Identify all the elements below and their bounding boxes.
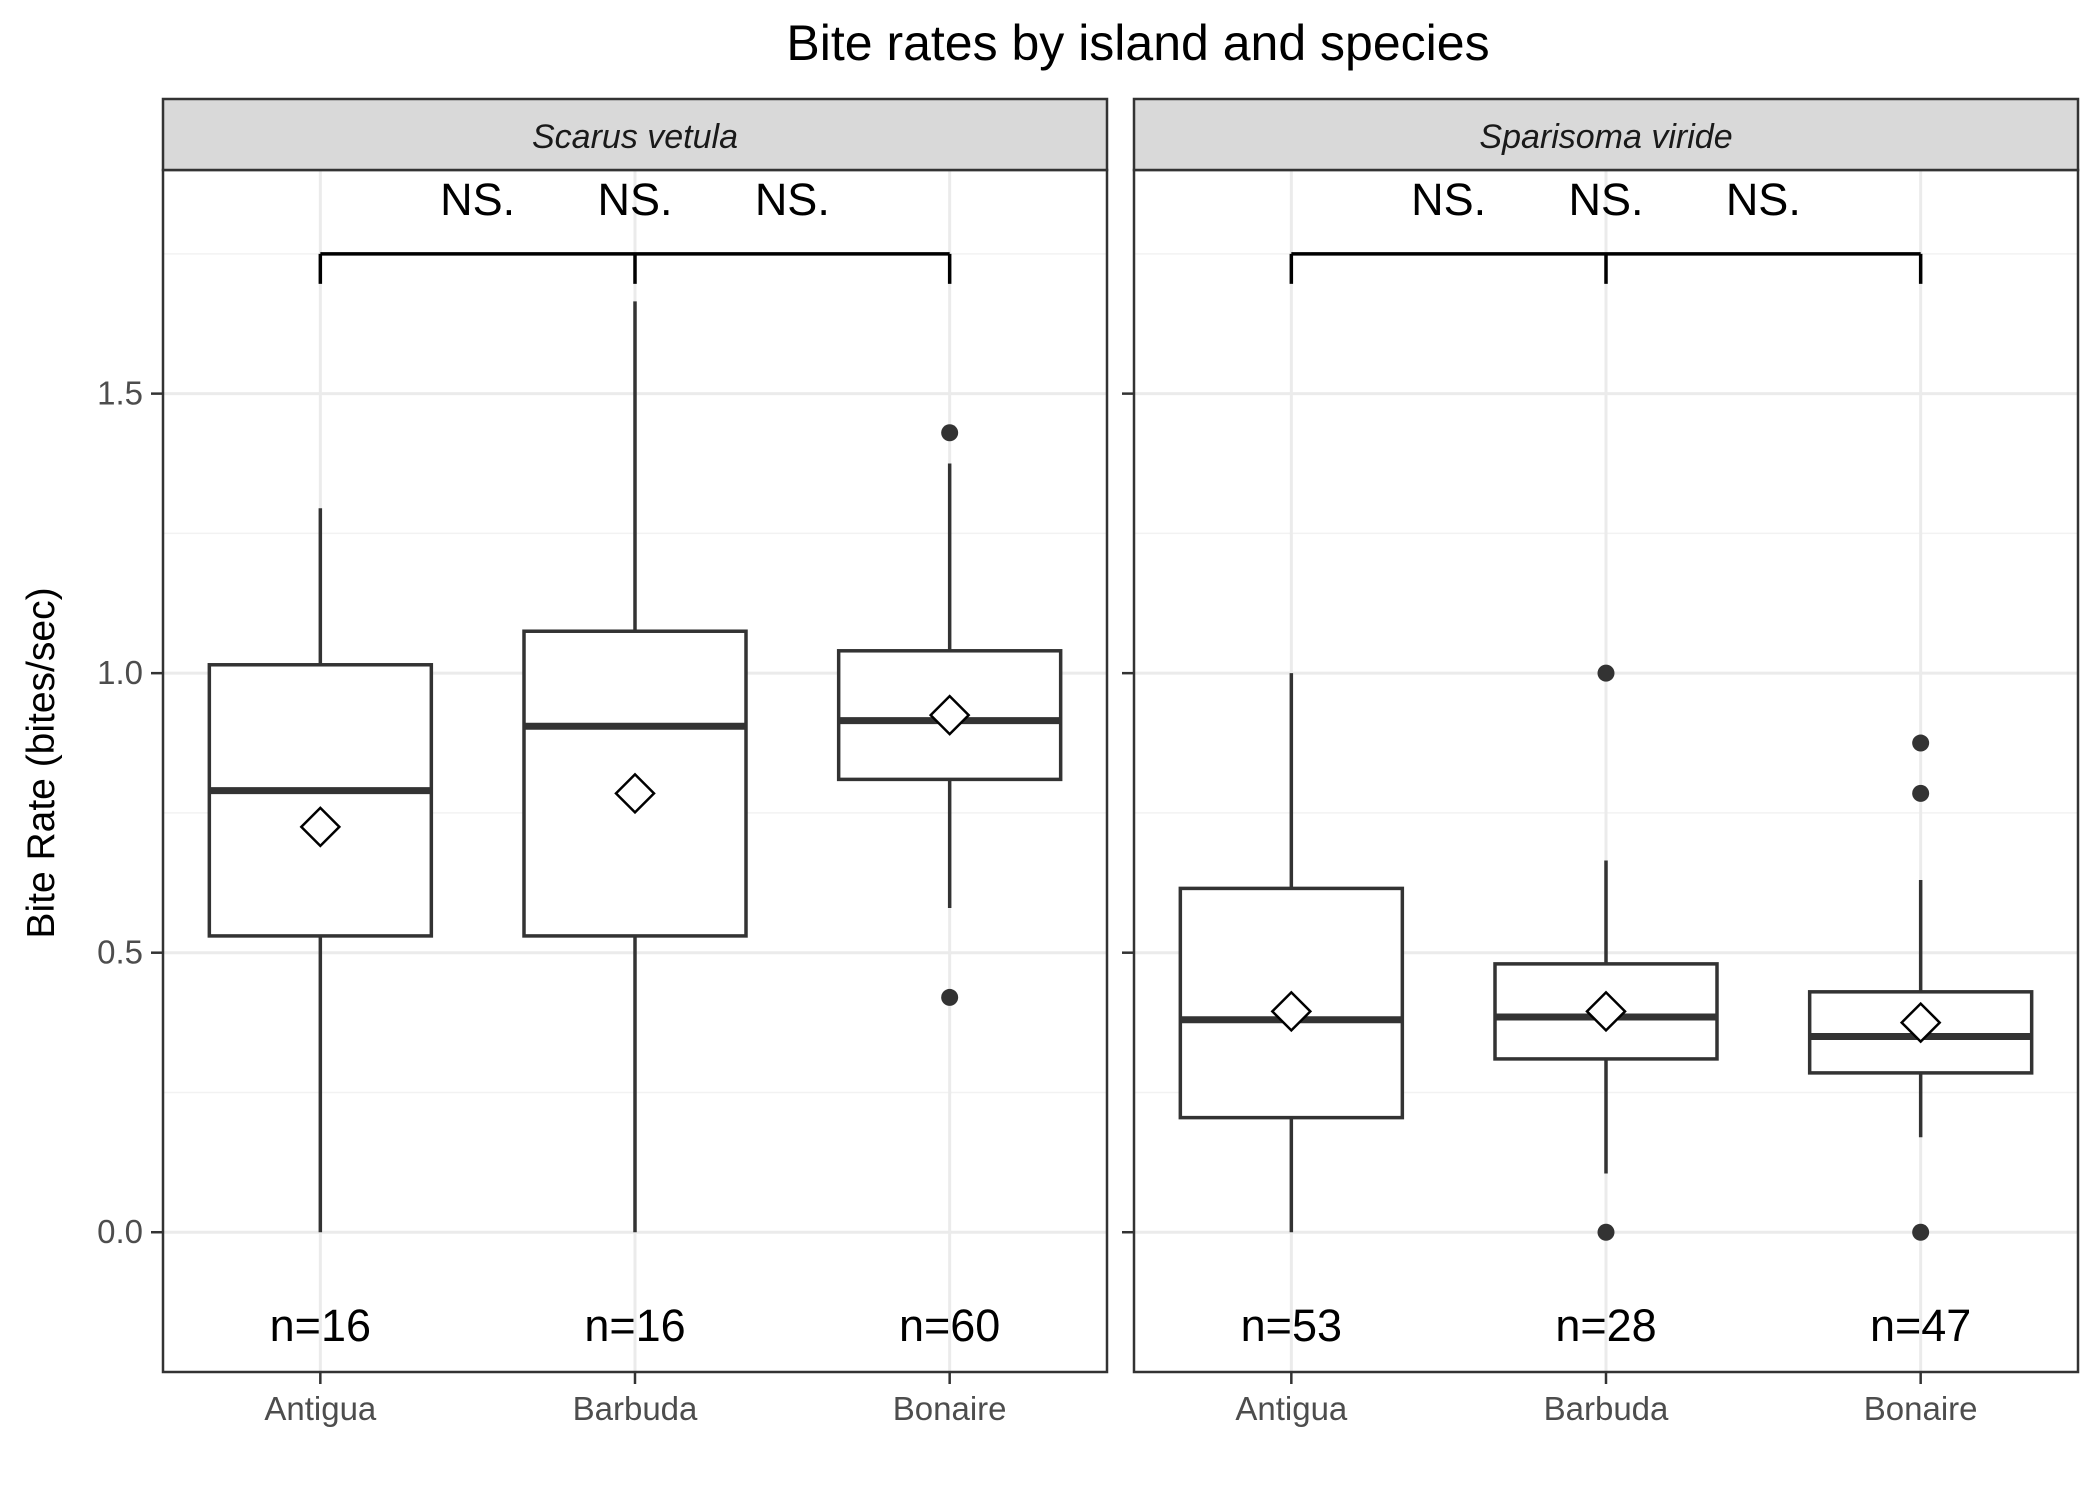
significance-label: NS. — [597, 174, 672, 225]
n-label: n=60 — [899, 1300, 1000, 1351]
y-tick-label: 1.5 — [97, 375, 143, 412]
x-tick-label: Antigua — [264, 1390, 377, 1427]
significance-bracket: NS. NS. NS. — [1289, 174, 1923, 284]
outlier-point — [1597, 664, 1615, 682]
panel-2: n=53 n=28 n=47 NS. NS. NS. Sparisoma viride Ant… — [1122, 97, 2080, 1427]
y-tick-label: 0.5 — [97, 934, 143, 971]
y-axis-title: Bite Rate (bites/sec) — [20, 587, 63, 938]
outlier-point — [1597, 1223, 1615, 1241]
strip-background — [161, 97, 1109, 172]
x-tick-label: Barbuda — [1544, 1390, 1669, 1427]
significance-label: NS. — [1726, 174, 1801, 225]
box-barbuda: n=16 — [522, 301, 748, 1351]
chart-title: Bite rates by island and species — [786, 15, 1489, 71]
n-label: n=16 — [270, 1300, 371, 1351]
panel-1: n=16 n=16 n=60 NS. NS. NS. Scarus vetula Antigu… — [97, 97, 1109, 1427]
significance-label: NS. — [755, 174, 830, 225]
outlier-point — [941, 424, 959, 442]
n-label: n=47 — [1870, 1300, 1971, 1351]
outlier-point — [1912, 1223, 1930, 1241]
box-bonaire: n=60 — [836, 424, 1063, 1351]
mean-marker — [614, 772, 656, 815]
outlier-point — [1912, 734, 1930, 752]
mean-marker — [1899, 1001, 1942, 1044]
significance-label: NS. — [440, 174, 515, 225]
y-tick-label: 0.0 — [97, 1213, 143, 1250]
mean-marker — [928, 694, 971, 736]
mean-marker — [299, 806, 342, 848]
y-tick-label: 1.0 — [97, 654, 143, 691]
x-tick-label: Barbuda — [573, 1390, 698, 1427]
strip-background — [1132, 97, 2080, 172]
outlier-point — [1912, 784, 1930, 802]
x-tick-label: Antigua — [1235, 1390, 1348, 1427]
n-label: n=53 — [1241, 1300, 1342, 1351]
mean-marker — [1270, 990, 1313, 1033]
significance-label: NS. — [1411, 174, 1486, 225]
outlier-point — [941, 988, 959, 1006]
strip-label: Sparisoma viride — [1479, 118, 1732, 156]
n-label: n=16 — [584, 1300, 685, 1351]
x-tick-label: Bonaire — [893, 1390, 1007, 1427]
x-tick-label: Bonaire — [1864, 1390, 1978, 1427]
strip-label: Scarus vetula — [532, 118, 738, 156]
mean-marker — [1585, 990, 1627, 1033]
box-antigua: n=53 — [1178, 673, 1405, 1351]
significance-label: NS. — [1568, 174, 1643, 225]
significance-bracket: NS. NS. NS. — [318, 174, 952, 284]
box-body — [207, 663, 434, 938]
panels-layer: n=16 n=16 n=60 NS. NS. NS. Scarus vetula Antigu… — [97, 97, 2080, 1427]
box-barbuda: n=28 — [1493, 664, 1719, 1351]
box-bonaire: n=47 — [1807, 734, 2034, 1351]
n-label: n=28 — [1555, 1300, 1656, 1351]
box-antigua: n=16 — [207, 508, 434, 1351]
